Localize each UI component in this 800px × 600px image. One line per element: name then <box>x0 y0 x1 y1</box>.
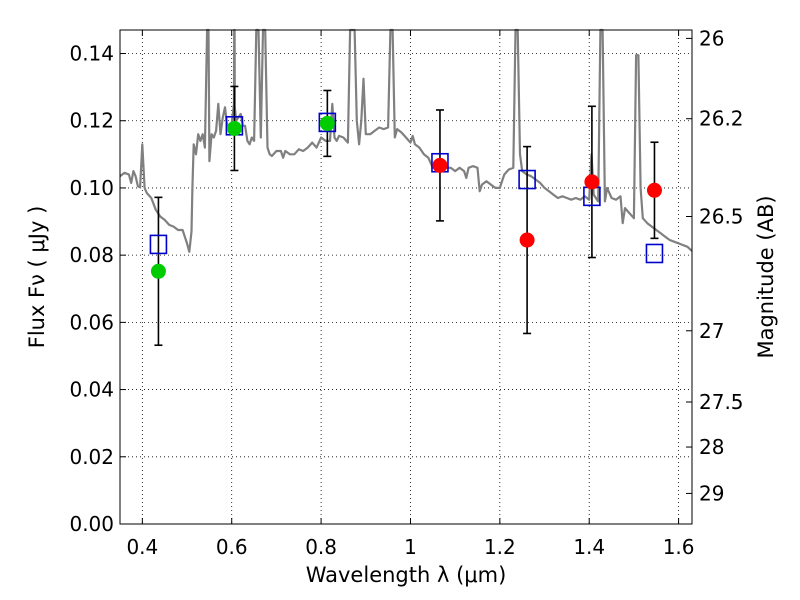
plot-frame <box>119 29 693 525</box>
y-tick-label: 0.10 <box>69 176 114 200</box>
y-tick-label: 0.02 <box>69 445 114 469</box>
x-tick-label: 1.4 <box>573 535 605 559</box>
right-tick-label: 27.5 <box>699 390 744 414</box>
model-square-point <box>318 112 337 133</box>
y-tick-label: 0.14 <box>69 42 114 66</box>
x-tick-label: 1 <box>404 535 417 559</box>
red-data-point <box>584 174 600 190</box>
red-data-point <box>646 182 662 198</box>
x-axis-label: Wavelength λ (μm) <box>306 563 507 587</box>
x-tick-label: 0.8 <box>305 535 337 559</box>
tick-layer: 0.4 0.6 0.8 1 1.2 1.4 1.6 0.00 0.02 0.04 0.06 0.08 0… <box>69 26 743 559</box>
y-tick-label: 0.12 <box>69 109 114 133</box>
x-tick-label: 0.4 <box>126 535 158 559</box>
y-axis-label: Flux Fν ( μJy ) <box>25 206 49 349</box>
right-tick-label: 26.5 <box>699 205 744 229</box>
marker-layer <box>149 112 664 279</box>
y-tick-label: 0.06 <box>69 310 114 334</box>
right-axis-label: Magnitude (AB) <box>754 195 778 358</box>
y-tick-label: 0.04 <box>69 378 114 402</box>
y-tick-label: 0.00 <box>69 512 114 536</box>
spectrum-line <box>119 28 693 253</box>
red-data-point <box>432 157 448 173</box>
right-tick-label: 26.2 <box>699 107 744 131</box>
x-tick-label: 1.2 <box>484 535 516 559</box>
model-square-point <box>518 169 536 190</box>
red-data-point <box>519 232 535 248</box>
green-data-point <box>319 115 335 131</box>
y-tick-label: 0.08 <box>69 243 114 267</box>
right-tick-label: 28 <box>699 435 724 459</box>
model-square-point <box>645 243 664 264</box>
x-tick-label: 0.6 <box>216 535 248 559</box>
green-data-point <box>226 120 242 136</box>
right-tick-label: 27 <box>699 319 724 343</box>
x-tick-label: 1.6 <box>663 535 695 559</box>
right-tick-label: 29 <box>699 481 724 505</box>
model-square-point <box>149 234 168 255</box>
right-tick-label: 26 <box>699 26 724 50</box>
spectrum-layer <box>119 28 693 253</box>
green-data-point <box>150 263 166 279</box>
